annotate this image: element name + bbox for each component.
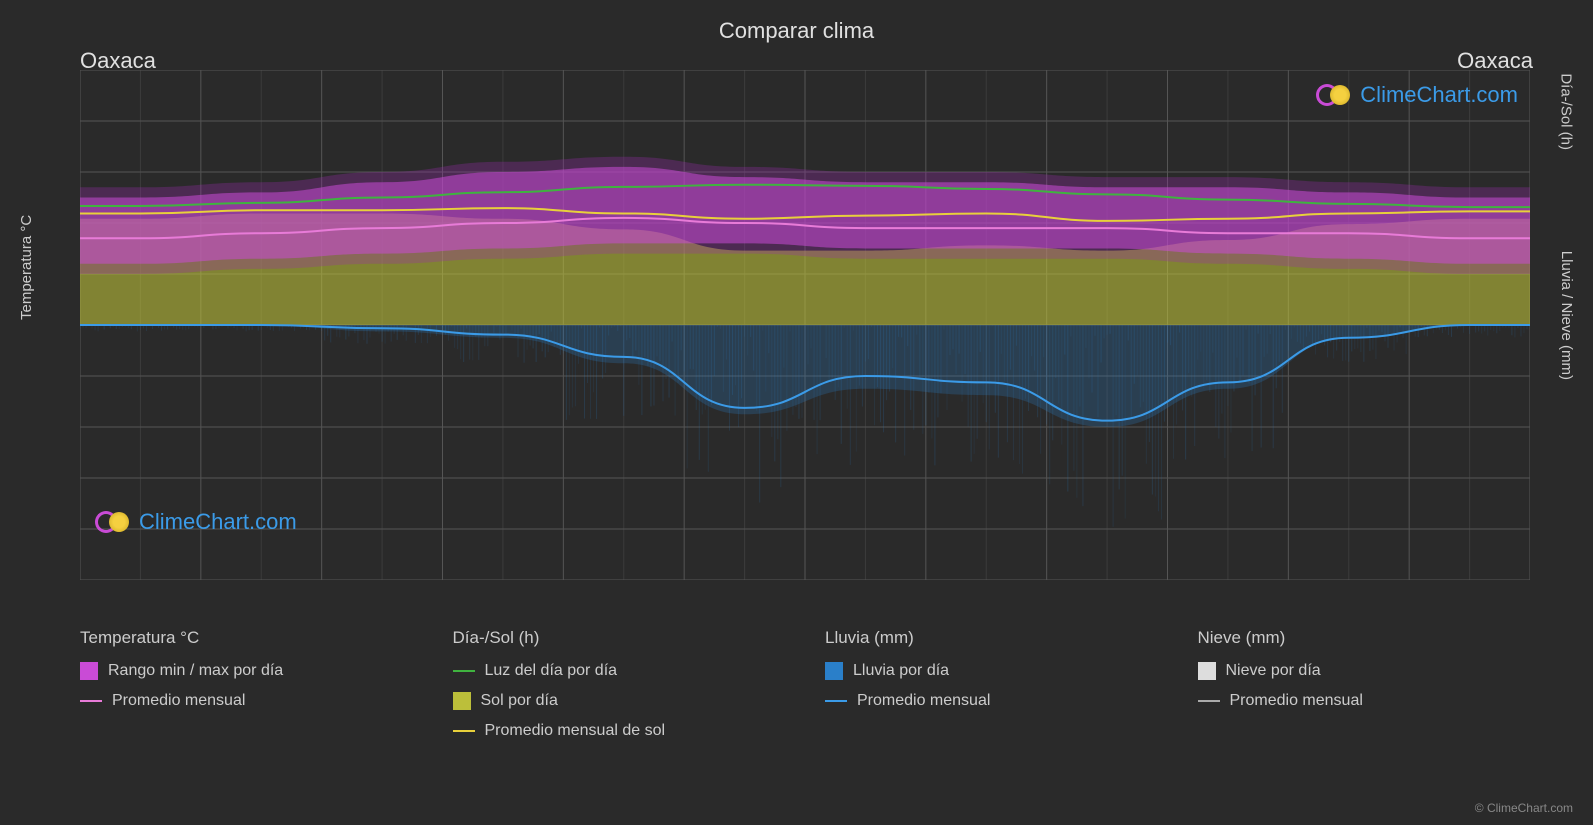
legend-group-title: Lluvia (mm)	[825, 628, 1158, 648]
climate-chart: Comparar clima Oaxaca Oaxaca Temperatura…	[0, 0, 1593, 825]
legend-item-label: Luz del día por día	[485, 662, 618, 680]
legend-item: Promedio mensual	[825, 692, 1158, 710]
y-axis-right-top-title: Día-/Sol (h)	[1558, 73, 1575, 150]
legend-swatch-icon	[1198, 662, 1216, 680]
legend-item-label: Promedio mensual	[112, 692, 245, 710]
legend-line-icon	[80, 700, 102, 702]
y-axis-left-title: Temperatura °C	[18, 215, 35, 320]
legend-line-icon	[453, 670, 475, 672]
legend-item-label: Promedio mensual	[857, 692, 990, 710]
watermark-text: ClimeChart.com	[1360, 82, 1518, 108]
legend-item: Rango min / max por día	[80, 662, 413, 680]
legend-group: Día-/Sol (h) Luz del día por día Sol por d…	[453, 628, 786, 752]
legend-line-icon	[1198, 700, 1220, 702]
legend-group: Temperatura °C Rango min / max por día Pro…	[80, 628, 413, 752]
legend-group-title: Temperatura °C	[80, 628, 413, 648]
legend-group-title: Día-/Sol (h)	[453, 628, 786, 648]
legend-swatch-icon	[825, 662, 843, 680]
legend-line-icon	[453, 730, 475, 732]
copyright-text: © ClimeChart.com	[1475, 801, 1573, 815]
legend-swatch-icon	[80, 662, 98, 680]
legend-item: Sol por día	[453, 692, 786, 710]
legend-swatch-icon	[453, 692, 471, 710]
legend-group: Nieve (mm) Nieve por día Promedio mensual	[1198, 628, 1531, 752]
climechart-logo-icon	[1316, 82, 1352, 108]
legend-item-label: Nieve por día	[1226, 662, 1321, 680]
plot-svg: 50403020100-10-20-30-40-50 2418126010203…	[80, 70, 1530, 580]
chart-title: Comparar clima	[719, 18, 874, 44]
legend-item-label: Rango min / max por día	[108, 662, 283, 680]
legend-item-label: Promedio mensual	[1230, 692, 1363, 710]
legend-line-icon	[825, 700, 847, 702]
climechart-logo-icon	[95, 509, 131, 535]
legend-item: Luz del día por día	[453, 662, 786, 680]
legend-item: Promedio mensual de sol	[453, 722, 786, 740]
watermark-text: ClimeChart.com	[139, 509, 297, 535]
legend: Temperatura °C Rango min / max por día Pro…	[80, 628, 1530, 752]
legend-item-label: Sol por día	[481, 692, 558, 710]
y-axis-right-bottom-title: Lluvia / Nieve (mm)	[1558, 251, 1575, 380]
legend-item-label: Lluvia por día	[853, 662, 949, 680]
legend-item: Promedio mensual	[1198, 692, 1531, 710]
legend-group: Lluvia (mm) Lluvia por día Promedio mensua…	[825, 628, 1158, 752]
legend-item: Promedio mensual	[80, 692, 413, 710]
watermark-top-right: ClimeChart.com	[1316, 82, 1518, 108]
legend-item: Nieve por día	[1198, 662, 1531, 680]
legend-group-title: Nieve (mm)	[1198, 628, 1531, 648]
legend-item: Lluvia por día	[825, 662, 1158, 680]
legend-item-label: Promedio mensual de sol	[485, 722, 666, 740]
watermark-bottom-left: ClimeChart.com	[95, 509, 297, 535]
